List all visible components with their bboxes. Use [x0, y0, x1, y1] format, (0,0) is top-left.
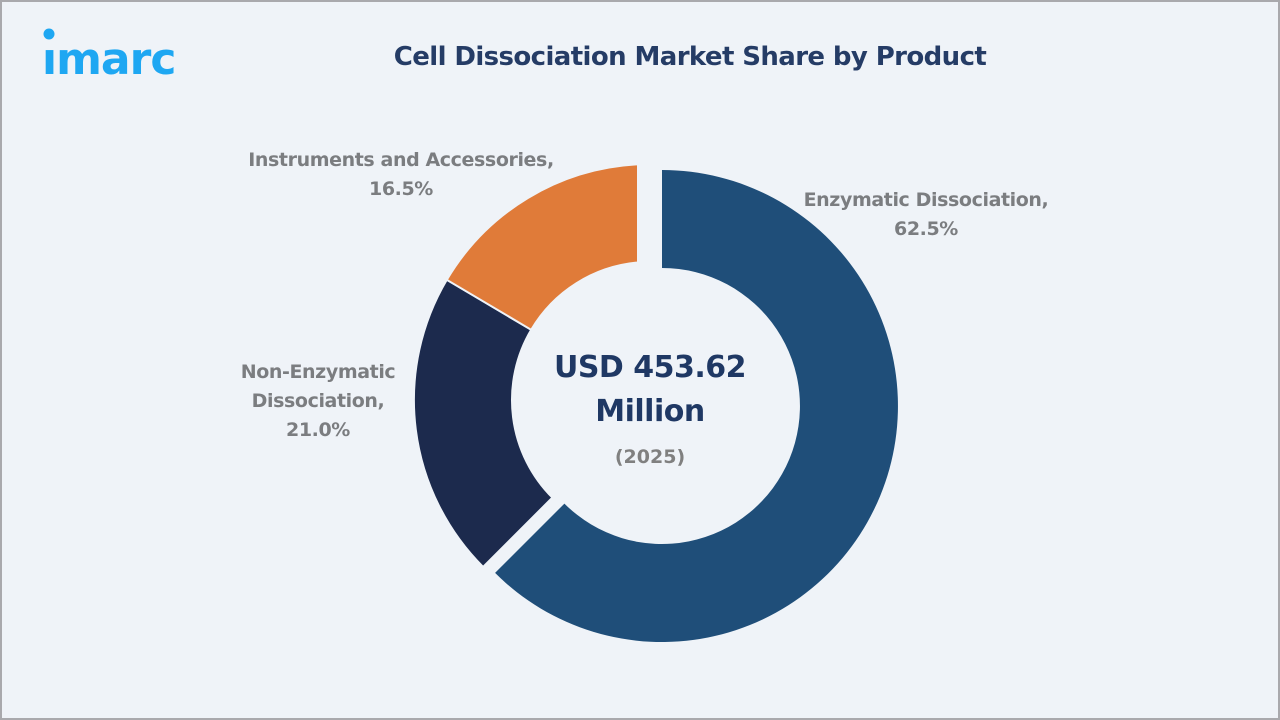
label-non-enzymatic: Non-Enzymatic Dissociation, 21.0% [228, 358, 408, 445]
label-instruments-pct: 16.5% [369, 178, 433, 200]
slice-enzymatic-dissociation[interactable] [495, 170, 898, 642]
label-enzymatic: Enzymatic Dissociation, 62.5% [796, 186, 1056, 244]
label-instruments-name: Instruments and Accessories, [248, 149, 554, 171]
label-non-enzymatic-pct: 21.0% [286, 419, 350, 441]
center-year: (2025) [614, 446, 686, 468]
chart-title: Cell Dissociation Market Share by Produc… [393, 42, 987, 72]
label-non-enzymatic-name2: Dissociation, [251, 390, 385, 412]
slice-non-enzymatic-dissociation[interactable] [412, 278, 554, 569]
label-enzymatic-pct: 62.5% [894, 218, 958, 240]
label-non-enzymatic-name1: Non-Enzymatic [240, 361, 396, 383]
slice-instruments-and-accessories[interactable] [445, 163, 639, 332]
label-enzymatic-name: Enzymatic Dissociation, [803, 189, 1049, 211]
label-instruments: Instruments and Accessories, 16.5% [236, 146, 566, 204]
svg-text:ımarc: ımarc [42, 34, 175, 84]
center-value-line2: Million [595, 394, 705, 429]
center-market-value: USD 453.62 Million [520, 346, 780, 434]
imarc-logo: ımarc [42, 28, 176, 84]
center-value-line1: USD 453.62 [553, 350, 747, 385]
